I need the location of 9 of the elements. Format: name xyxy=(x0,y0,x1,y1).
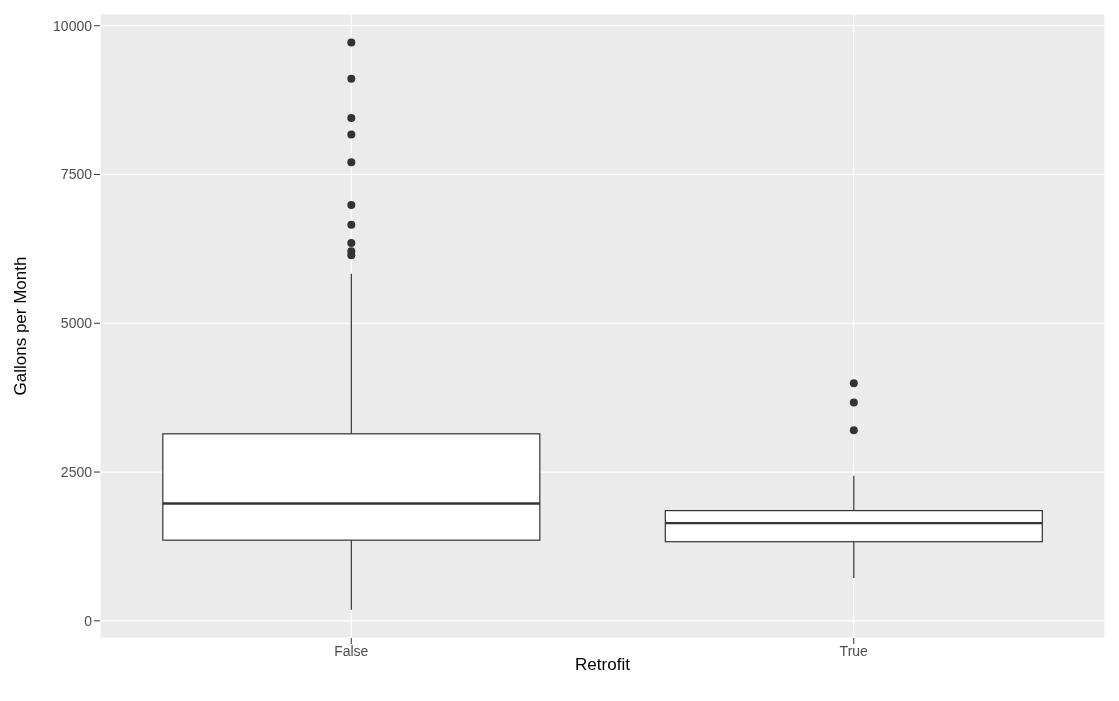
x-tick-label: True xyxy=(839,642,869,659)
y-tick-label: 0 xyxy=(84,612,93,629)
y-tick-label: 7500 xyxy=(60,166,93,183)
x-tick-label: False xyxy=(334,642,369,659)
x-axis-title: Retrofit xyxy=(575,655,631,674)
y-axis-title: Gallons per Month xyxy=(11,256,31,396)
y-tick-label: 10000 xyxy=(53,17,93,34)
y-tick-label: 2500 xyxy=(60,464,93,480)
y-tick-label: 5000 xyxy=(60,315,93,332)
